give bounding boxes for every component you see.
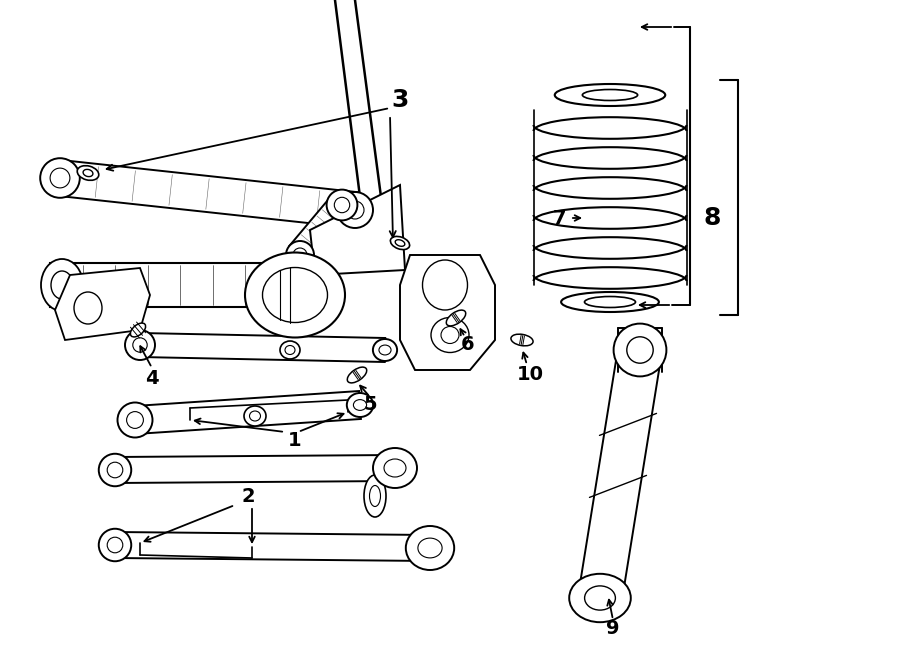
Polygon shape [140,333,385,362]
Ellipse shape [130,323,146,337]
Ellipse shape [263,268,328,323]
Text: 8: 8 [703,206,721,230]
Ellipse shape [395,240,405,247]
Ellipse shape [346,201,364,219]
Polygon shape [115,455,395,483]
Polygon shape [115,532,430,561]
Polygon shape [310,185,405,275]
Ellipse shape [50,168,70,188]
Ellipse shape [446,310,465,326]
Ellipse shape [41,259,83,311]
Text: 2: 2 [241,488,255,506]
Polygon shape [289,196,353,264]
Ellipse shape [584,297,635,307]
Ellipse shape [406,526,454,570]
Polygon shape [55,268,150,340]
Ellipse shape [422,260,467,310]
Ellipse shape [364,475,386,517]
Ellipse shape [280,341,300,359]
Ellipse shape [334,197,350,213]
Polygon shape [579,346,662,602]
Ellipse shape [107,462,122,478]
Ellipse shape [441,327,459,344]
Ellipse shape [133,338,148,352]
Text: 4: 4 [145,368,158,387]
Ellipse shape [384,459,406,477]
Ellipse shape [99,529,131,561]
Ellipse shape [582,89,637,100]
Ellipse shape [373,448,417,488]
Ellipse shape [431,317,469,352]
Ellipse shape [327,190,357,220]
Ellipse shape [245,253,345,338]
Ellipse shape [74,292,102,324]
Text: 6: 6 [461,336,475,354]
Ellipse shape [127,412,143,428]
Ellipse shape [347,367,366,383]
Ellipse shape [77,166,99,180]
Text: 9: 9 [607,619,620,637]
Ellipse shape [286,241,314,269]
Ellipse shape [569,574,631,622]
Ellipse shape [614,324,666,376]
Ellipse shape [585,586,616,610]
Text: 10: 10 [517,366,544,385]
Polygon shape [58,160,357,228]
Ellipse shape [354,400,366,410]
Text: 1: 1 [288,430,302,449]
Ellipse shape [626,337,653,363]
Ellipse shape [337,192,373,228]
Text: 5: 5 [364,395,377,414]
Ellipse shape [285,346,295,354]
Ellipse shape [391,237,410,250]
Polygon shape [50,263,310,307]
Ellipse shape [107,537,122,553]
Text: 7: 7 [554,208,567,227]
Polygon shape [400,255,495,370]
Ellipse shape [83,169,93,176]
Ellipse shape [373,339,397,361]
Ellipse shape [293,248,307,262]
Ellipse shape [346,393,374,417]
Ellipse shape [379,345,391,355]
Ellipse shape [118,403,152,438]
Ellipse shape [418,538,442,558]
Ellipse shape [40,158,80,198]
Ellipse shape [125,330,155,360]
Ellipse shape [249,411,260,421]
Ellipse shape [561,292,659,312]
Text: 3: 3 [392,88,409,112]
Ellipse shape [51,271,73,299]
Polygon shape [134,391,361,434]
Ellipse shape [511,334,533,346]
Ellipse shape [554,84,665,106]
Ellipse shape [99,453,131,486]
Ellipse shape [244,406,266,426]
Ellipse shape [370,485,381,506]
